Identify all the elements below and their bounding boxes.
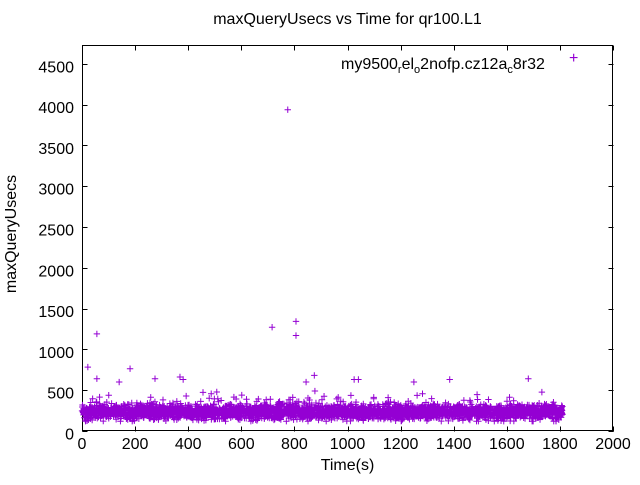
- svg-text:Time(s): Time(s): [321, 457, 375, 474]
- svg-text:1400: 1400: [436, 436, 472, 453]
- svg-text:2000: 2000: [595, 436, 631, 453]
- svg-text:maxQueryUsecs vs Time for qr10: maxQueryUsecs vs Time for qr100.L1: [213, 11, 482, 28]
- svg-text:0: 0: [78, 436, 87, 453]
- svg-text:maxQueryUsecs: maxQueryUsecs: [3, 175, 20, 293]
- svg-text:4500: 4500: [38, 59, 74, 76]
- svg-text:2500: 2500: [38, 222, 74, 239]
- svg-text:1200: 1200: [383, 436, 419, 453]
- svg-text:1800: 1800: [542, 436, 578, 453]
- svg-text:4000: 4000: [38, 100, 74, 117]
- svg-text:400: 400: [175, 436, 202, 453]
- svg-text:800: 800: [281, 436, 308, 453]
- svg-text:1600: 1600: [489, 436, 525, 453]
- svg-text:1500: 1500: [38, 304, 74, 321]
- svg-text:500: 500: [47, 386, 74, 403]
- svg-text:3500: 3500: [38, 141, 74, 158]
- svg-text:1000: 1000: [330, 436, 366, 453]
- svg-text:2000: 2000: [38, 263, 74, 280]
- svg-text:600: 600: [228, 436, 255, 453]
- svg-text:1000: 1000: [38, 345, 74, 362]
- svg-text:0: 0: [65, 427, 74, 444]
- svg-text:3000: 3000: [38, 182, 74, 199]
- svg-text:200: 200: [122, 436, 149, 453]
- svg-text:+: +: [569, 50, 578, 67]
